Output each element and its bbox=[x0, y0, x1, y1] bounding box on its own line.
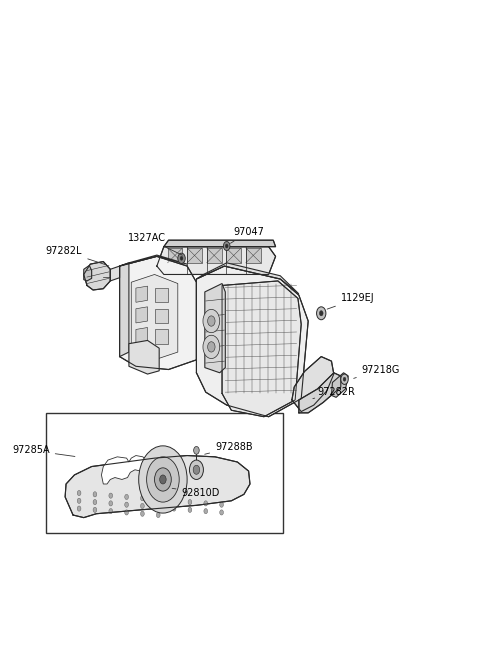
Circle shape bbox=[141, 504, 144, 508]
Bar bbox=[47, 413, 283, 533]
Polygon shape bbox=[157, 247, 276, 274]
Polygon shape bbox=[164, 240, 276, 247]
Polygon shape bbox=[145, 481, 178, 497]
Polygon shape bbox=[120, 256, 196, 369]
Circle shape bbox=[341, 374, 348, 384]
Text: 97282R: 97282R bbox=[313, 387, 355, 399]
Polygon shape bbox=[129, 341, 159, 374]
Text: 97285A: 97285A bbox=[12, 445, 75, 457]
Polygon shape bbox=[226, 248, 241, 263]
Circle shape bbox=[204, 508, 208, 514]
Polygon shape bbox=[196, 266, 308, 417]
Circle shape bbox=[220, 502, 224, 507]
Polygon shape bbox=[187, 248, 202, 263]
Circle shape bbox=[155, 468, 171, 491]
Circle shape bbox=[139, 446, 187, 513]
Polygon shape bbox=[131, 274, 178, 360]
Text: 97288B: 97288B bbox=[205, 442, 252, 454]
Circle shape bbox=[109, 501, 113, 506]
Polygon shape bbox=[120, 255, 187, 266]
Polygon shape bbox=[65, 455, 250, 517]
Polygon shape bbox=[155, 329, 168, 344]
Text: 97218G: 97218G bbox=[354, 365, 400, 379]
Circle shape bbox=[319, 310, 323, 316]
Circle shape bbox=[190, 460, 204, 479]
Circle shape bbox=[125, 495, 129, 500]
Text: 92810D: 92810D bbox=[172, 488, 220, 498]
Circle shape bbox=[125, 502, 129, 507]
Polygon shape bbox=[222, 281, 301, 417]
Polygon shape bbox=[196, 263, 299, 294]
Polygon shape bbox=[155, 309, 168, 323]
Polygon shape bbox=[155, 288, 168, 302]
Polygon shape bbox=[110, 266, 120, 281]
Circle shape bbox=[77, 491, 81, 496]
Circle shape bbox=[146, 457, 179, 502]
Polygon shape bbox=[205, 284, 225, 373]
Circle shape bbox=[93, 492, 97, 497]
Text: 1327AC: 1327AC bbox=[128, 233, 182, 255]
Polygon shape bbox=[332, 373, 348, 398]
Circle shape bbox=[193, 465, 200, 474]
Polygon shape bbox=[84, 261, 110, 290]
Circle shape bbox=[188, 507, 192, 512]
Circle shape bbox=[208, 316, 215, 326]
Circle shape bbox=[343, 377, 346, 381]
Text: 97047: 97047 bbox=[230, 227, 264, 243]
Circle shape bbox=[172, 506, 176, 511]
Circle shape bbox=[317, 307, 326, 320]
Circle shape bbox=[141, 511, 144, 516]
Circle shape bbox=[141, 496, 144, 501]
Circle shape bbox=[225, 244, 228, 248]
Polygon shape bbox=[168, 248, 182, 263]
Circle shape bbox=[109, 508, 113, 514]
Polygon shape bbox=[207, 248, 222, 263]
Polygon shape bbox=[136, 286, 147, 302]
Circle shape bbox=[203, 309, 220, 333]
Polygon shape bbox=[136, 328, 147, 344]
Circle shape bbox=[208, 342, 215, 352]
Circle shape bbox=[156, 505, 160, 510]
Circle shape bbox=[172, 498, 176, 504]
Circle shape bbox=[178, 253, 185, 263]
Polygon shape bbox=[101, 455, 147, 484]
Circle shape bbox=[160, 475, 166, 484]
Circle shape bbox=[156, 512, 160, 517]
Polygon shape bbox=[299, 373, 341, 413]
Circle shape bbox=[193, 447, 199, 455]
Polygon shape bbox=[246, 248, 261, 263]
Circle shape bbox=[188, 500, 192, 505]
Polygon shape bbox=[136, 307, 147, 323]
Circle shape bbox=[77, 506, 81, 511]
Polygon shape bbox=[84, 265, 92, 281]
Circle shape bbox=[204, 501, 208, 506]
Circle shape bbox=[156, 497, 160, 502]
Circle shape bbox=[93, 507, 97, 512]
Text: 97282L: 97282L bbox=[46, 246, 105, 265]
Circle shape bbox=[125, 510, 129, 515]
Circle shape bbox=[203, 335, 220, 358]
Polygon shape bbox=[292, 356, 334, 411]
Circle shape bbox=[224, 242, 230, 251]
Text: 1129EJ: 1129EJ bbox=[327, 293, 374, 309]
Circle shape bbox=[220, 510, 224, 515]
Circle shape bbox=[93, 500, 97, 505]
Circle shape bbox=[180, 256, 183, 260]
Circle shape bbox=[109, 493, 113, 498]
Polygon shape bbox=[120, 263, 129, 356]
Circle shape bbox=[77, 498, 81, 504]
